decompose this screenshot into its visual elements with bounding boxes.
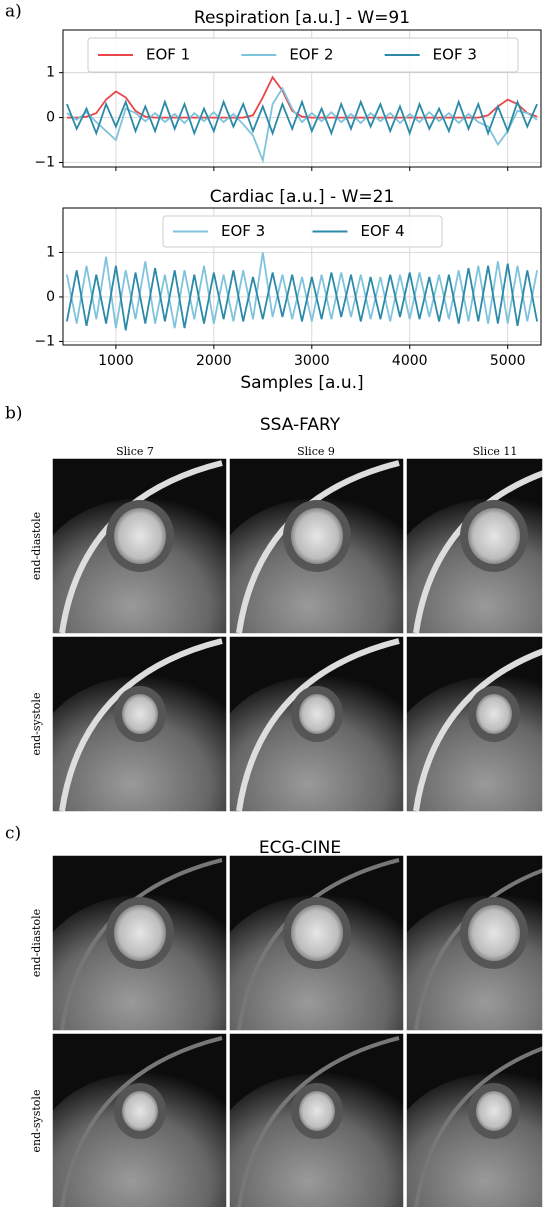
image-ventricle — [468, 508, 520, 564]
x-tick-label: 2000 — [196, 353, 232, 369]
legend-label: EOF 3 — [433, 46, 477, 64]
mri-image — [52, 855, 227, 1031]
x-tick-label: 5000 — [490, 353, 526, 369]
section-title: SSA-FARY — [260, 415, 341, 435]
x-tick-label: 3000 — [294, 353, 330, 369]
series-line — [66, 99, 538, 137]
mri-image — [406, 636, 543, 812]
chart-title: Respiration [a.u.] - W=91 — [194, 8, 410, 28]
section-title: ECG-CINE — [259, 838, 341, 858]
image-ventricle — [114, 508, 166, 564]
row-label: end-diastole — [30, 909, 43, 977]
image-ventricle — [122, 1091, 158, 1131]
series-line — [66, 86, 538, 164]
image-body — [229, 676, 404, 812]
mri-image — [52, 636, 227, 812]
x-axis-label: Samples [a.u.] — [240, 373, 363, 393]
image-ventricle — [114, 905, 166, 961]
mri-image — [406, 458, 543, 634]
y-tick-label: 0 — [46, 110, 55, 126]
series-line — [66, 252, 538, 329]
image-ventricle — [122, 694, 158, 734]
image-chestwall — [237, 1036, 400, 1207]
column-label: Slice 7 — [116, 445, 154, 458]
image-body — [52, 676, 227, 812]
mri-image — [229, 1033, 404, 1207]
y-tick-label: −1 — [34, 155, 55, 171]
image-chestwall — [60, 1036, 223, 1207]
plot-frame — [62, 207, 542, 346]
row-label: end-systole — [30, 693, 43, 756]
image-ventricle — [476, 694, 512, 734]
image-body — [229, 1073, 404, 1207]
y-tick-label: −1 — [34, 333, 55, 349]
series-line — [66, 75, 538, 119]
mri-image — [229, 855, 404, 1031]
image-chestwall — [59, 638, 223, 812]
mri-image — [52, 1033, 227, 1207]
image-chestwall — [236, 638, 400, 812]
legend-label: EOF 4 — [361, 222, 405, 240]
image-ventricle — [299, 1091, 335, 1131]
y-tick-label: 1 — [46, 244, 55, 260]
y-tick-label: 1 — [46, 65, 55, 81]
image-body — [52, 1073, 227, 1207]
column-label: Slice 9 — [297, 445, 335, 458]
panel-label: c) — [5, 824, 21, 844]
row-label: end-systole — [30, 1090, 43, 1153]
plot-frame — [62, 29, 542, 168]
legend-label: EOF 3 — [221, 222, 265, 240]
y-tick-label: 0 — [46, 289, 55, 305]
mri-image — [229, 636, 404, 812]
column-label: Slice 11 — [473, 445, 518, 458]
legend-label: EOF 1 — [146, 46, 190, 64]
mri-image — [52, 458, 227, 634]
row-label: end-diastole — [30, 512, 43, 580]
legend-label: EOF 2 — [289, 46, 333, 64]
image-ventricle — [476, 1091, 512, 1131]
series-line — [66, 263, 538, 331]
image-ventricle — [291, 905, 343, 961]
legend-box — [162, 215, 443, 248]
image-ventricle — [468, 905, 520, 961]
x-tick-label: 4000 — [392, 353, 428, 369]
mri-image — [229, 458, 404, 634]
mri-image — [406, 1033, 543, 1207]
image-ventricle — [299, 694, 335, 734]
chart-title: Cardiac [a.u.] - W=21 — [210, 187, 395, 207]
x-tick-label: 1000 — [98, 353, 134, 369]
panel-label: a) — [5, 2, 22, 22]
panel-label: b) — [5, 404, 23, 424]
mri-image — [406, 855, 543, 1031]
image-ventricle — [291, 508, 343, 564]
legend-box — [87, 37, 519, 73]
